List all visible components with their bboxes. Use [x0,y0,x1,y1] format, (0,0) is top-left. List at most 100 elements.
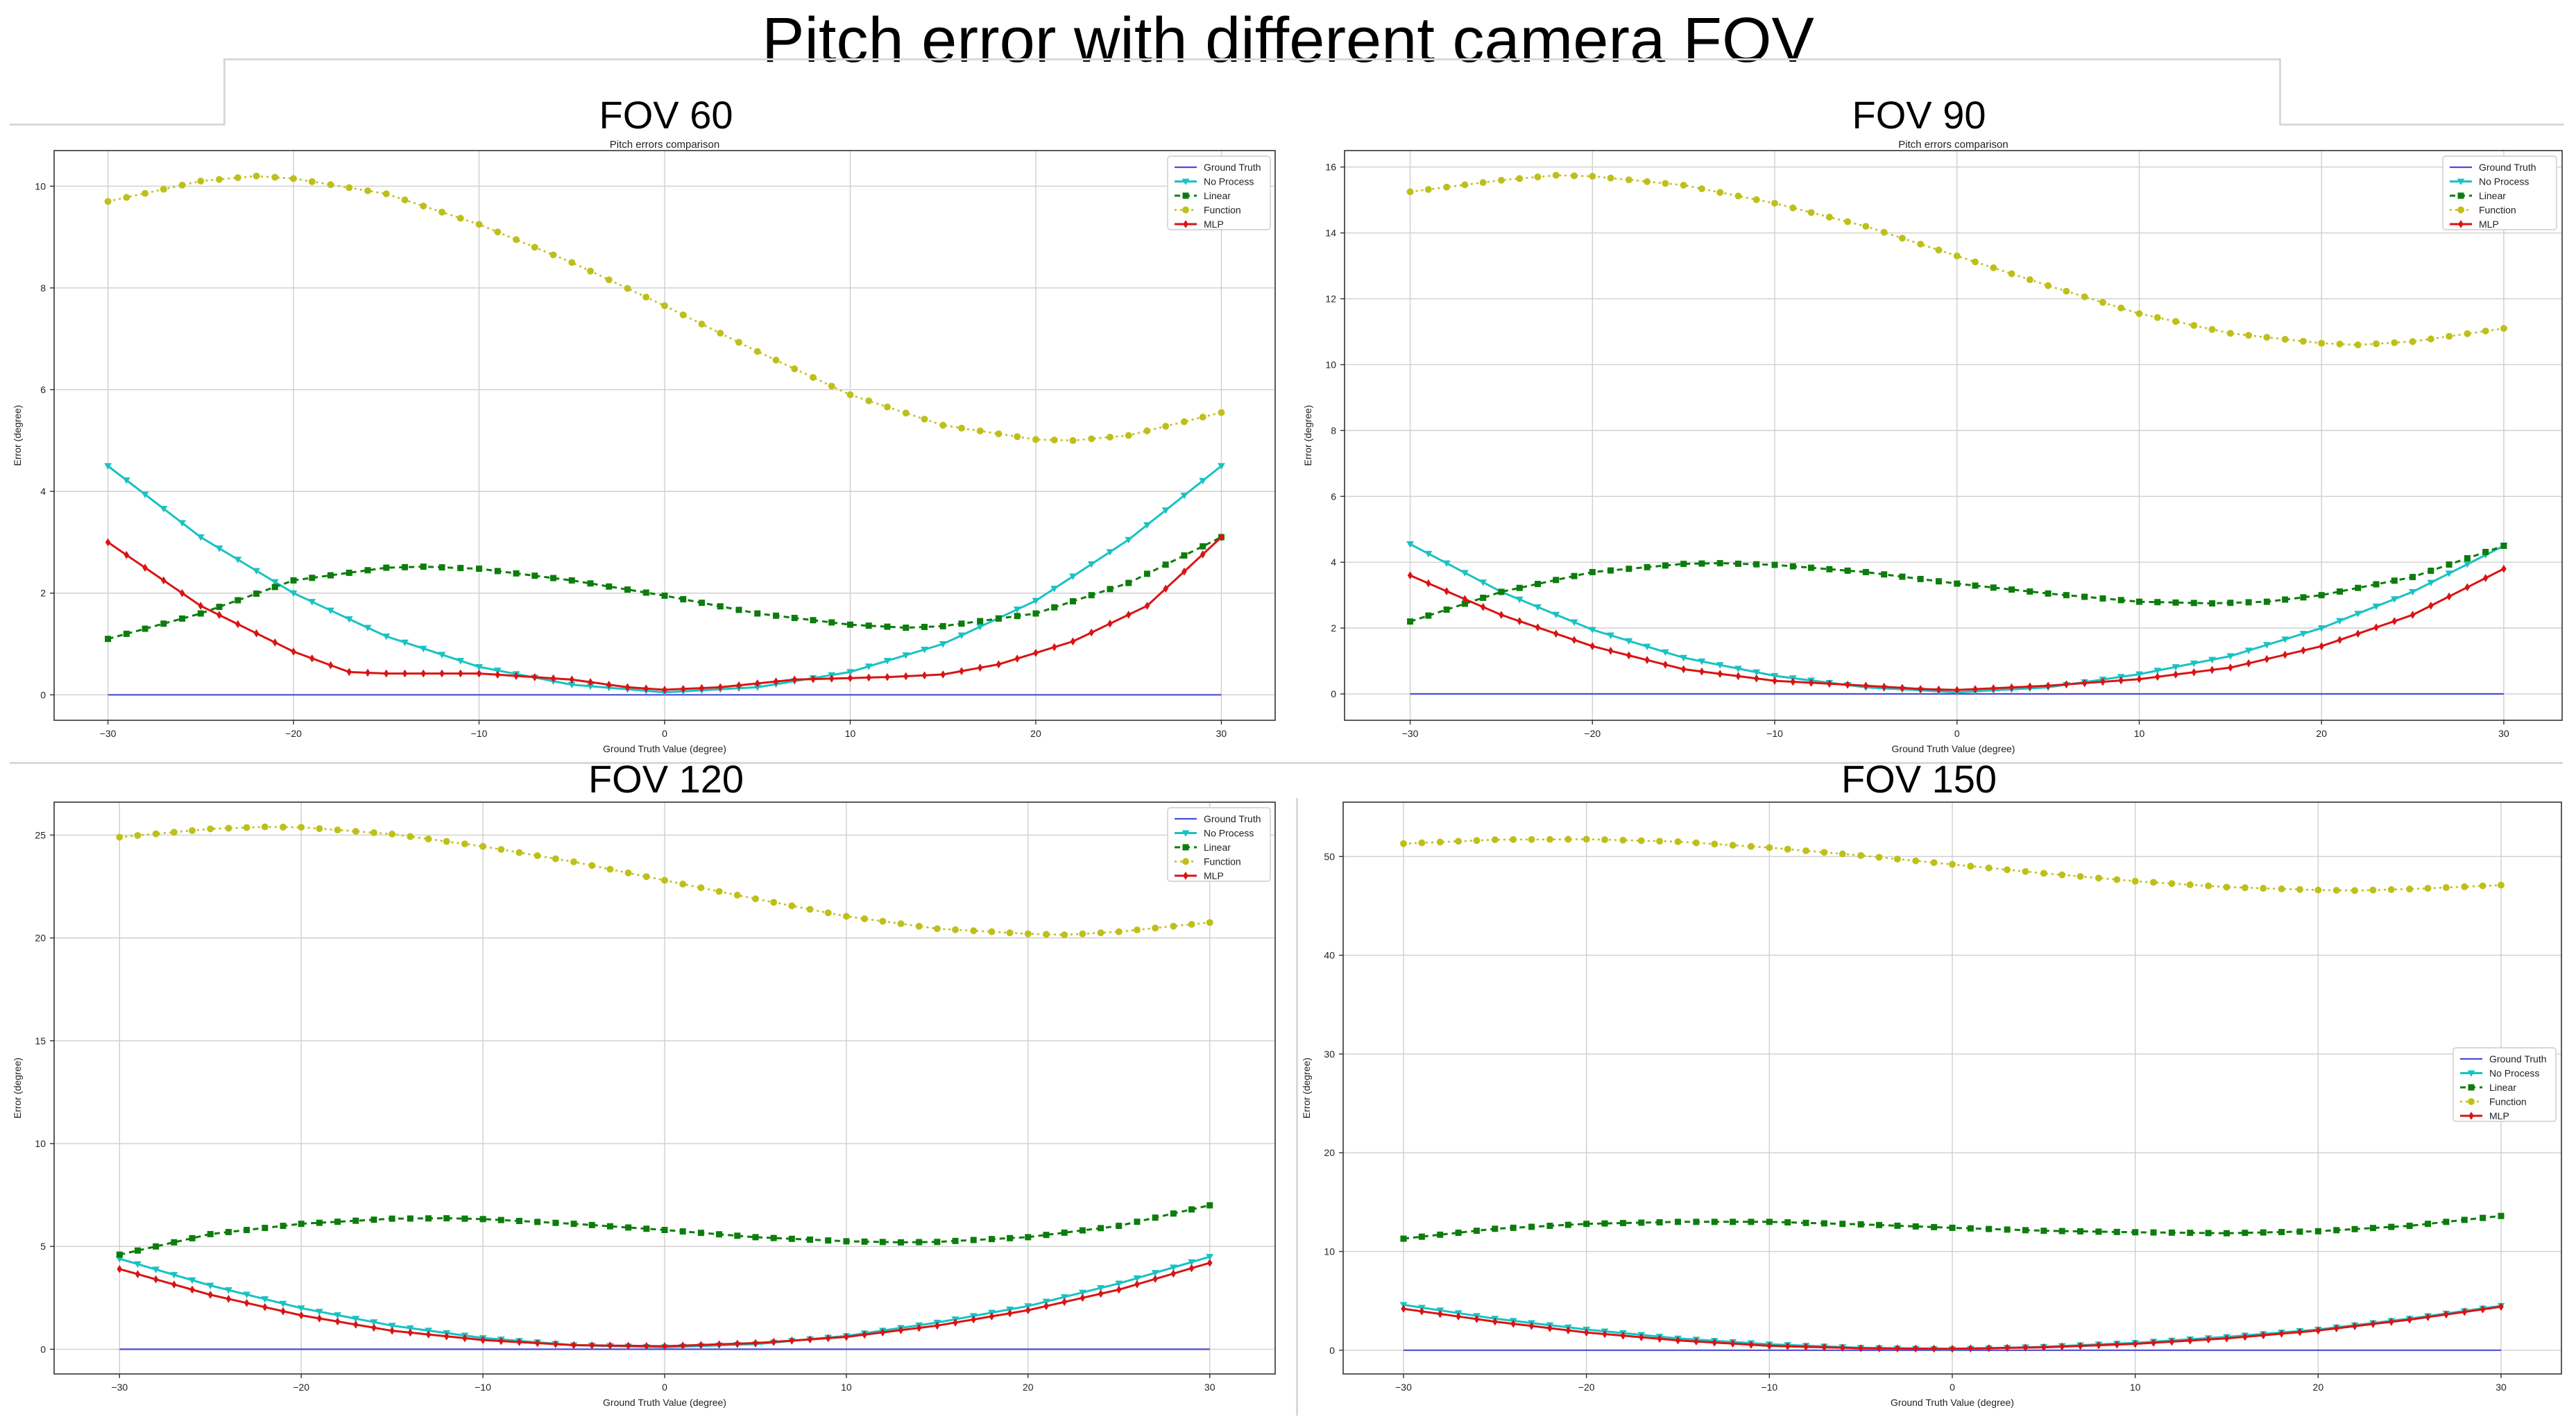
x-tick-label: 10 [2130,1382,2141,1393]
legend-label: Ground Truth [1204,813,1261,824]
data-point [1844,218,1852,226]
data-point [1930,859,1938,867]
data-point [1170,1269,1177,1278]
data-point [587,267,594,275]
data-point [1199,477,1207,485]
data-point [2153,314,2161,321]
data-point [698,321,706,328]
data-point [1107,619,1113,628]
data-point [1080,1293,1086,1302]
data-point [842,913,850,920]
data-point [1426,579,1431,588]
y-tick-label: 8 [1331,425,1336,436]
legend-label: Function [2489,1096,2527,1107]
data-point [2446,561,2453,568]
data-point [789,1336,795,1345]
data-point [1528,835,1535,843]
data-point [1078,1289,1086,1297]
series-linear [1407,542,2507,625]
data-point [2205,882,2212,890]
data-point [1406,188,1414,196]
data-point [123,194,130,201]
series-mlp [1401,1302,2504,1353]
data-point [788,902,796,910]
data-point [1894,1222,1901,1229]
data-point [531,672,538,681]
legend: Ground Truth No Process Linear Function MLP [1167,807,1271,882]
data-point [534,852,541,860]
data-point [680,1341,685,1350]
data-point [116,1251,123,1258]
data-point [438,564,445,571]
data-point [2369,886,2377,894]
data-point [898,1326,904,1334]
data-point [2208,325,2216,333]
data-point [1571,172,1578,180]
data-point [715,888,723,895]
x-tick-label: −30 [1402,728,1419,739]
data-point [105,538,111,547]
x-tick-label: −20 [1584,728,1601,739]
data-point [1734,560,1741,567]
data-point [262,1225,268,1232]
data-point [1698,185,1705,192]
data-point [1206,1254,1214,1261]
data-point [568,681,576,689]
data-point [970,927,978,935]
data-point [697,1230,704,1237]
data-point [1717,670,1723,678]
data-point [1967,863,1974,870]
data-point [977,618,984,625]
data-point [207,825,214,833]
legend-label: Function [1204,856,1241,867]
data-point [382,190,390,198]
data-point [2278,885,2285,892]
data-point [1954,580,1961,587]
data-point [1784,845,1791,853]
x-tick-label: 0 [662,728,667,739]
data-point [2480,1305,2486,1314]
data-point [1644,178,1651,185]
data-point [1162,423,1170,430]
data-point [957,632,966,639]
data-point [334,826,341,834]
data-point [1051,604,1058,611]
data-point [225,824,232,832]
y-axis-label: Error (degree) [1302,405,1313,466]
data-point [309,654,315,663]
data-point [1583,1221,1590,1228]
data-point [1087,561,1095,568]
data-point [327,607,334,615]
data-point [2314,1228,2321,1234]
data-point [1218,463,1225,470]
data-point [1881,571,1888,578]
frame-divider [10,762,2563,764]
data-point [189,826,196,834]
data-point [1088,592,1095,599]
data-point [153,1243,160,1250]
data-point [1803,1343,1809,1351]
data-point [550,575,557,582]
data-point [1990,584,1997,591]
data-point [1735,672,1741,681]
data-point [2190,600,2197,606]
data-point [2209,665,2215,674]
data-point [2464,555,2471,562]
data-point [1032,597,1040,605]
legend: Ground Truth No Process Linear Function MLP [2453,1047,2557,1122]
data-point [2260,1331,2267,1340]
data-point [352,1316,360,1323]
data-point [2150,1229,2157,1236]
data-point [2278,1330,2285,1338]
data-point [365,668,370,677]
data-point [1528,1321,1535,1330]
data-point [244,1227,250,1234]
data-point [1152,1214,1159,1221]
data-point [316,1219,323,1226]
data-point [2246,659,2251,668]
data-point [298,1311,304,1320]
x-tick-label: 0 [1954,728,1960,739]
data-point [298,1221,305,1228]
series-linear [105,534,1225,643]
data-point [1935,578,1942,585]
